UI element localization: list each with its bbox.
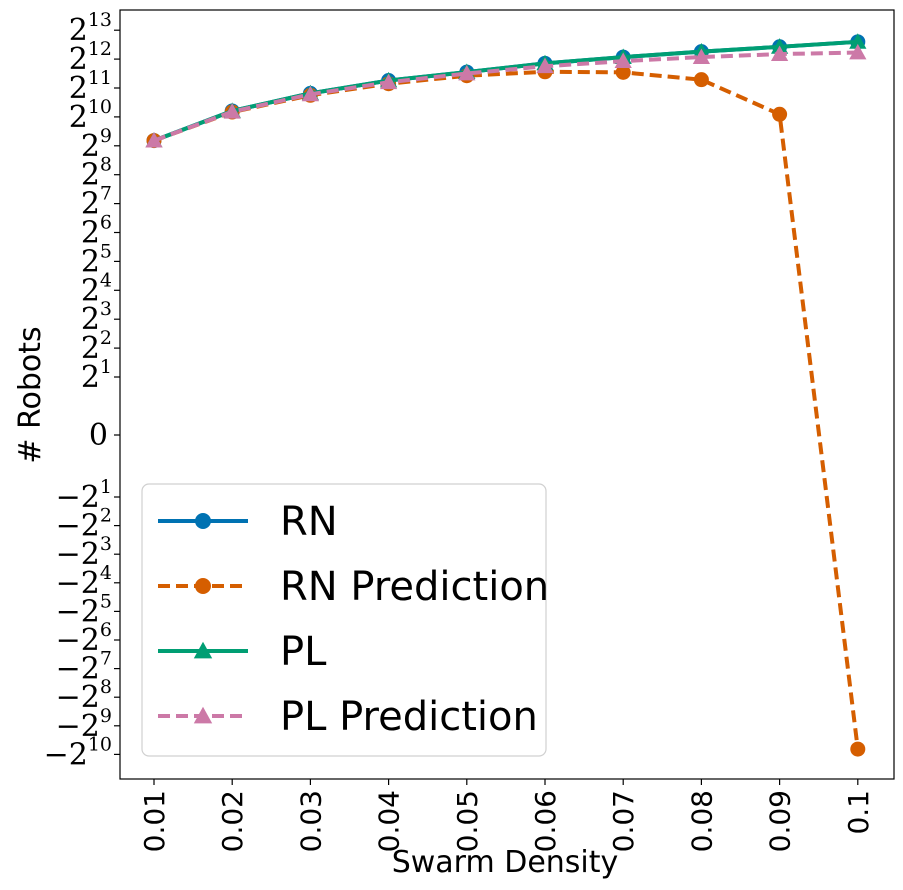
legend-entry: RN Prediction xyxy=(158,564,549,610)
series-rn xyxy=(146,34,866,149)
data-point xyxy=(458,64,476,81)
data-point xyxy=(193,706,213,724)
legend-box xyxy=(141,483,547,757)
y-tick-label: 26 xyxy=(81,212,112,251)
y-tick-label: 28 xyxy=(81,154,112,193)
legend-label: RN Prediction xyxy=(280,564,549,610)
data-point xyxy=(536,57,554,74)
x-tick-label: 0.1 xyxy=(842,790,875,835)
data-point xyxy=(850,741,866,757)
y-tick-label: 210 xyxy=(69,96,112,135)
series-line xyxy=(153,50,858,143)
series-line xyxy=(153,69,860,750)
y-tick-label: 24 xyxy=(81,269,112,308)
y-tick-label: −28 xyxy=(56,676,112,715)
x-axis-ticks: 0.01 0.02 0.03 0.04 0.05 0.06 0.07 0.08 0.09 0.1 xyxy=(138,779,875,852)
y-axis-label: # Robots xyxy=(13,326,48,463)
data-point xyxy=(195,513,211,529)
y-tick-label: −21 xyxy=(56,476,112,515)
data-point xyxy=(770,45,789,61)
legend-label: RN xyxy=(280,499,338,545)
x-tick-label: 0.01 xyxy=(138,790,171,852)
y-tick-label: −210 xyxy=(44,733,112,772)
series-line xyxy=(153,39,858,143)
y-tick-label: 27 xyxy=(81,183,112,222)
legend-entry: RN xyxy=(158,499,338,545)
series-pl xyxy=(145,33,867,148)
series-pl-prediction xyxy=(145,43,867,148)
y-tick-label: −26 xyxy=(56,619,112,658)
plot-frame xyxy=(119,9,895,780)
data-point xyxy=(692,48,711,64)
data-point xyxy=(693,72,709,88)
y-axis-ticks: 2132122112102928272625242322210−21−22−23… xyxy=(44,9,120,772)
x-tick-label: 0.07 xyxy=(607,790,640,852)
y-tick-label: −25 xyxy=(56,590,112,629)
y-tick-label: 0 xyxy=(89,418,108,453)
x-tick-label: 0.02 xyxy=(216,790,249,852)
y-tick-label: −23 xyxy=(56,533,112,572)
x-tick-label: 0.08 xyxy=(685,790,718,852)
x-axis-label: Swarm Density xyxy=(392,845,619,880)
legend-label: PL xyxy=(280,629,327,675)
data-point xyxy=(614,52,632,69)
y-tick-label: −29 xyxy=(56,705,112,744)
x-tick-label: 0.06 xyxy=(529,790,562,852)
legend-label: PL Prediction xyxy=(280,694,538,740)
data-point xyxy=(849,33,867,49)
y-tick-label: 29 xyxy=(81,125,112,164)
y-tick-label: 23 xyxy=(81,298,112,337)
series-line xyxy=(153,39,858,143)
data-point xyxy=(379,73,398,90)
x-tick-label: 0.03 xyxy=(294,790,327,852)
y-tick-label: 212 xyxy=(69,38,112,77)
data-point xyxy=(301,85,320,102)
legend: RN RN Prediction PL PL Prediction xyxy=(141,483,549,757)
legend-entry: PL xyxy=(158,629,327,675)
data-point xyxy=(193,641,213,659)
y-tick-label: −22 xyxy=(56,505,112,544)
y-tick-label: 25 xyxy=(81,240,112,279)
y-tick-label: 22 xyxy=(81,327,112,366)
x-tick-label: 0.09 xyxy=(764,790,797,852)
data-point xyxy=(615,64,631,80)
y-tick-label: 211 xyxy=(69,67,112,106)
data-point xyxy=(223,103,241,119)
data-point xyxy=(145,131,163,148)
legend-entry: PL Prediction xyxy=(158,694,538,740)
data-point xyxy=(849,43,867,60)
series-layer xyxy=(145,33,867,757)
x-tick-label: 0.04 xyxy=(373,790,406,852)
data-point xyxy=(195,578,211,594)
y-tick-label: 213 xyxy=(69,9,112,48)
x-tick-label: 0.05 xyxy=(451,790,484,852)
y-tick-label: −27 xyxy=(56,648,112,687)
y-tick-label: −24 xyxy=(56,562,112,601)
y-tick-label: 21 xyxy=(81,356,112,395)
data-point xyxy=(772,106,788,122)
